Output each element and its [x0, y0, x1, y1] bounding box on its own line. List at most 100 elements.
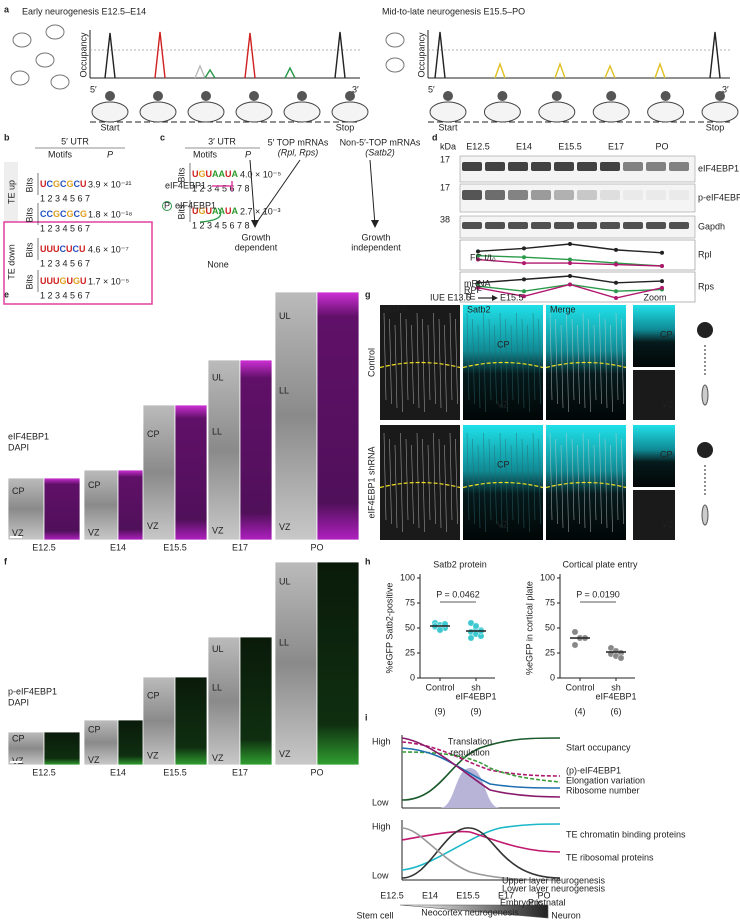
- cell-process: [577, 324, 580, 405]
- band: [669, 222, 689, 229]
- point: [568, 242, 572, 246]
- cell-process: [582, 312, 586, 409]
- cell-process: [394, 324, 398, 409]
- cell-process: [405, 318, 409, 401]
- label: Stop: [336, 122, 355, 132]
- label: VZ: [497, 399, 509, 409]
- cell-process: [433, 432, 436, 525]
- stage-label: E17: [232, 767, 248, 777]
- row-label: eIF4EBP1 shRNA: [366, 446, 376, 518]
- label: eIF4EBP1: [175, 200, 216, 210]
- region-label: LL: [279, 386, 289, 396]
- peak: [204, 68, 216, 79]
- region-label: CP: [12, 486, 25, 496]
- peak: [284, 66, 296, 79]
- micrograph-dapi: [274, 561, 318, 766]
- legend-stain: eIF4EBP1: [8, 431, 49, 441]
- point: [476, 280, 480, 285]
- label: CP: [497, 339, 510, 349]
- cell-process: [516, 312, 519, 405]
- cell-process: [400, 312, 403, 413]
- cell-process: [444, 324, 447, 413]
- peak: [244, 32, 256, 79]
- legend-entry: TE: [464, 291, 476, 301]
- cell-process: [571, 438, 575, 521]
- label: None: [207, 259, 229, 269]
- ribosome: [139, 101, 177, 123]
- micrograph: [380, 305, 460, 420]
- panel-label: i: [365, 712, 368, 722]
- label: High: [372, 736, 391, 746]
- band: [623, 162, 643, 171]
- label: Translation: [448, 736, 492, 746]
- point: [476, 257, 480, 262]
- cell-process: [566, 432, 569, 533]
- chart-title: Cortical plate entry: [562, 559, 638, 569]
- label: Rps: [698, 281, 715, 291]
- label: Start: [100, 122, 120, 132]
- cell-process: [389, 438, 392, 525]
- micrograph-dapi: [7, 477, 45, 541]
- column-label: Satb2: [467, 304, 491, 314]
- band: [623, 190, 643, 200]
- label: CP: [497, 459, 510, 469]
- boundary: [379, 361, 461, 369]
- band: [462, 190, 482, 200]
- ribosome: [483, 101, 521, 123]
- band: [462, 222, 482, 229]
- cell-process: [383, 312, 387, 401]
- micrograph-dapi: [7, 731, 45, 766]
- band: [531, 190, 551, 200]
- label: CP: [660, 449, 673, 459]
- label: Non-5′-TOP mRNAs: [340, 137, 421, 147]
- cell-process: [505, 438, 508, 533]
- zoom-top: [633, 425, 675, 487]
- cell-process: [444, 444, 447, 533]
- cell-process: [422, 438, 425, 533]
- label: Low: [372, 870, 389, 880]
- kda-marker: 17: [440, 154, 450, 164]
- cell-process: [416, 432, 420, 529]
- micrograph-dapi: [83, 719, 119, 766]
- zoom-top: [633, 305, 675, 367]
- cell-process: [621, 318, 624, 405]
- ribosome-cluster: [50, 74, 70, 90]
- curve-label: TE ribosomal proteins: [566, 852, 654, 862]
- cell-process: [411, 324, 414, 405]
- arrow: [249, 159, 376, 226]
- micrograph: [546, 425, 626, 540]
- peak: [494, 61, 506, 79]
- band: [554, 190, 574, 200]
- cell-process: [577, 444, 580, 525]
- boundary: [462, 481, 544, 489]
- point: [522, 246, 526, 251]
- micrograph: [463, 305, 543, 420]
- peak: [104, 32, 116, 79]
- micrograph-stain: [239, 359, 273, 541]
- y-tick-label: 100: [400, 572, 415, 582]
- cell-process: [582, 432, 586, 529]
- legend-stain: p-eIF4EBP1: [8, 686, 57, 696]
- cell-process: [494, 324, 497, 405]
- label: VZ: [662, 399, 674, 409]
- cell-process: [621, 438, 624, 525]
- cell-process: [449, 312, 453, 401]
- region-label: CP: [147, 429, 160, 439]
- trna: [297, 91, 307, 101]
- plot-box: [459, 271, 696, 303]
- arrow: [199, 207, 222, 223]
- ribosome-cluster: [12, 32, 32, 48]
- label: eIF4EBP1: [165, 180, 206, 190]
- boundary: [379, 481, 461, 489]
- region-label: VZ: [147, 521, 159, 531]
- point: [522, 255, 526, 260]
- micrograph-stain: [174, 404, 208, 541]
- point: [660, 264, 664, 268]
- cell-process: [394, 444, 398, 529]
- cell-process: [610, 324, 613, 413]
- cell-process: [477, 444, 481, 529]
- point: [614, 289, 618, 294]
- micrograph-stain: [43, 731, 81, 766]
- region-label: UL: [279, 577, 291, 587]
- point: [660, 285, 664, 290]
